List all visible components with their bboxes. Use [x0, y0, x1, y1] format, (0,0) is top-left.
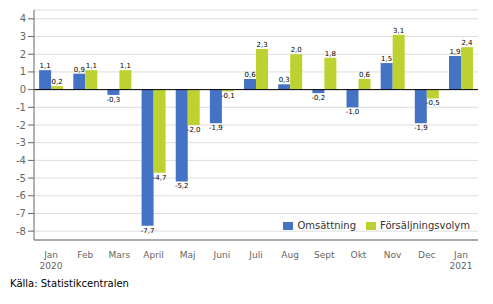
svg-text:0: 0 [20, 84, 26, 95]
svg-text:1: 1 [20, 66, 26, 77]
svg-text:-2,0: -2,0 [187, 126, 201, 134]
svg-text:-1: -1 [16, 102, 26, 113]
svg-text:4: 4 [20, 13, 26, 24]
svg-text:Mars: Mars [109, 250, 131, 260]
svg-text:-1,9: -1,9 [209, 124, 223, 132]
svg-text:0,6: 0,6 [244, 71, 256, 79]
svg-text:Juli: Juli [248, 250, 262, 260]
svg-text:-4: -4 [16, 155, 26, 166]
svg-text:0,6: 0,6 [359, 71, 371, 79]
html-text:Försäljningsvolym: Försäljningsvolym [380, 220, 470, 231]
svg-text:2,3: 2,3 [256, 41, 267, 49]
svg-text:1,1: 1,1 [40, 62, 51, 70]
svg-text:0,3: 0,3 [279, 76, 290, 84]
svg-text:3: 3 [20, 31, 26, 42]
svg-text:Nov: Nov [384, 250, 402, 260]
svg-text:Sept: Sept [314, 250, 335, 260]
svg-text:April: April [143, 250, 164, 260]
svg-text:Aug: Aug [281, 250, 299, 260]
svg-text:2,0: 2,0 [291, 46, 302, 54]
svg-text:-8: -8 [16, 226, 26, 237]
svg-text:-4,7: -4,7 [153, 174, 167, 182]
svg-text:-6: -6 [16, 190, 26, 201]
svg-text:-1,9: -1,9 [414, 124, 428, 132]
svg-text:-7: -7 [16, 208, 26, 219]
svg-text:-2: -2 [16, 120, 26, 131]
svg-text:-0,2: -0,2 [312, 94, 326, 102]
html-text:Omsättning: Omsättning [297, 220, 356, 231]
svg-text:Juni: Juni [213, 250, 231, 260]
svg-text:Dec: Dec [418, 250, 435, 260]
svg-text:Maj: Maj [180, 250, 196, 260]
svg-text:-1,0: -1,0 [346, 108, 360, 116]
svg-text:1,1: 1,1 [86, 62, 97, 70]
svg-text:Okt: Okt [351, 250, 367, 260]
svg-text:0,2: 0,2 [52, 78, 63, 86]
svg-text:-3: -3 [16, 137, 26, 148]
svg-text:-0,3: -0,3 [107, 96, 121, 104]
svg-text:-7,7: -7,7 [141, 227, 155, 235]
svg-text:-0,5: -0,5 [426, 99, 440, 107]
svg-text:-5: -5 [16, 173, 26, 184]
svg-text:Jan2021: Jan2021 [449, 250, 472, 270]
svg-text:2: 2 [20, 49, 26, 60]
svg-text:2,4: 2,4 [461, 39, 473, 47]
svg-text:3,1: 3,1 [393, 27, 404, 35]
svg-text:-0,1: -0,1 [221, 92, 235, 100]
svg-text:Feb: Feb [77, 250, 93, 260]
svg-text:1,8: 1,8 [325, 50, 336, 58]
svg-text:0,9: 0,9 [74, 66, 85, 74]
svg-text:1,5: 1,5 [381, 55, 392, 63]
svg-text:Jan2020: Jan2020 [40, 250, 63, 270]
svg-text:1,1: 1,1 [120, 62, 131, 70]
html-text:Källa: Statistikcentralen: Källa: Statistikcentralen [10, 278, 129, 289]
svg-text:1,9: 1,9 [449, 48, 460, 56]
svg-text:-5,2: -5,2 [175, 182, 189, 190]
